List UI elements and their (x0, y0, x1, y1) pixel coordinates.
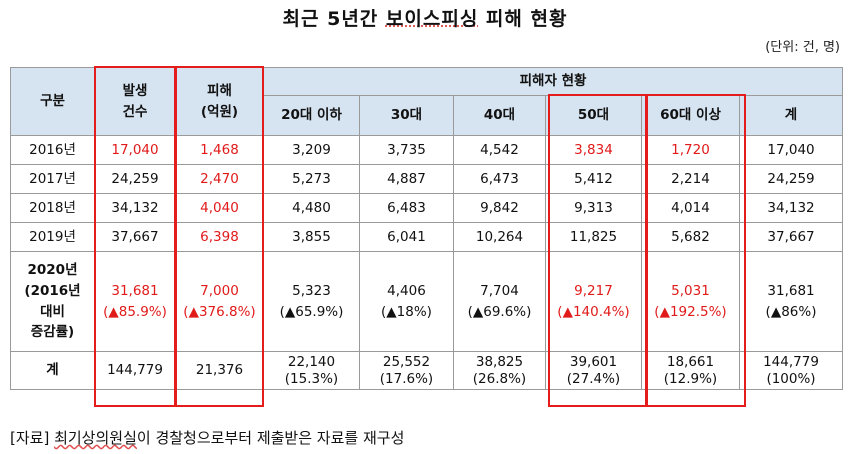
age-cell: 31,681 (▲86%) (738, 251, 844, 352)
header-category: 구분 (10, 67, 95, 136)
age-cell: 3,735 (359, 135, 454, 165)
row-label: 2016년 (10, 135, 95, 165)
row-label: 2019년 (10, 222, 95, 252)
page-title: 최근 5년간 보이스피싱 피해 현황 (282, 8, 568, 30)
age-cell: 144,779 (100%) (738, 351, 844, 390)
table-row-2019: 2019년 37,667 6,398 3,855 6,041 10,264 11… (10, 222, 844, 252)
cases-cell: 144,779 (94, 351, 176, 390)
damage-cell: 7,000 (▲376.8%) (175, 251, 264, 352)
age-cell: 3,834 (545, 135, 642, 165)
age-cell: 4,406 (▲18%) (359, 251, 454, 352)
age-cell: 4,480 (263, 193, 360, 223)
row-label: 2018년 (10, 193, 95, 223)
age-cell: 24,259 (738, 164, 844, 194)
cases-cell: 37,667 (94, 222, 176, 252)
header-age-40s: 40대 (453, 95, 546, 136)
age-cell: 34,132 (738, 193, 844, 223)
unit-label: (단위: 건, 명) (765, 40, 840, 55)
row-label-2020: 2020년 (2016년 대비 증감률) (10, 251, 95, 352)
age-cell: 6,041 (359, 222, 454, 252)
header-age-total: 계 (738, 95, 844, 136)
age-cell: 3,855 (263, 222, 360, 252)
age-cell: 10,264 (453, 222, 546, 252)
table-row-2020: 2020년 (2016년 대비 증감률) 31,681 (▲85.9%) 7,00… (10, 251, 844, 352)
header-age-50s: 50대 (545, 95, 642, 136)
age-cell: 9,217 (▲140.4%) (545, 251, 642, 352)
table-row-2017: 2017년 24,259 2,470 5,273 4,887 6,473 5,4… (10, 164, 844, 194)
damage-cell: 2,470 (175, 164, 264, 194)
cases-cell: 17,040 (94, 135, 176, 165)
cases-cell: 24,259 (94, 164, 176, 194)
header-age-30s: 30대 (359, 95, 454, 136)
header-age-20s-under: 20대 이하 (263, 95, 360, 136)
age-cell: 9,842 (453, 193, 546, 223)
damage-cell: 6,398 (175, 222, 264, 252)
age-cell: 4,887 (359, 164, 454, 194)
age-cell: 37,667 (738, 222, 844, 252)
age-cell: 5,323 (▲65.9%) (263, 251, 360, 352)
damage-cell: 21,376 (175, 351, 264, 390)
age-cell: 3,209 (263, 135, 360, 165)
age-cell: 39,601 (27.4%) (545, 351, 642, 390)
voice-phishing-table: 구분 발생 건수 피해 (억원) 피해자 현황 20대 이하 30대 40대 50대… (10, 67, 844, 390)
cases-cell: 34,132 (94, 193, 176, 223)
age-cell: 2,214 (641, 164, 740, 194)
header-damage: 피해 (억원) (175, 67, 264, 136)
age-cell: 11,825 (545, 222, 642, 252)
age-cell: 18,661 (12.9%) (641, 351, 740, 390)
age-cell: 5,682 (641, 222, 740, 252)
age-cell: 6,483 (359, 193, 454, 223)
header-victims: 피해자 현황 (262, 67, 844, 96)
age-cell: 4,542 (453, 135, 546, 165)
age-cell: 25,552 (17.6%) (359, 351, 454, 390)
damage-cell: 1,468 (175, 135, 264, 165)
damage-cell: 4,040 (175, 193, 264, 223)
source-note: [자료] 최기상의원실이 경찰청으로부터 제출받은 자료를 재구성 (10, 429, 405, 447)
age-cell: 1,720 (641, 135, 740, 165)
row-label: 2017년 (10, 164, 95, 194)
age-cell: 5,412 (545, 164, 642, 194)
age-cell: 9,313 (545, 193, 642, 223)
row-label-total: 계 (10, 351, 95, 390)
header-cases: 발생 건수 (94, 67, 176, 136)
age-cell: 22,140 (15.3%) (263, 351, 360, 390)
age-cell: 17,040 (738, 135, 844, 165)
header-age-60s-over: 60대 이상 (641, 95, 740, 136)
age-cell: 38,825 (26.8%) (453, 351, 546, 390)
age-cell: 5,273 (263, 164, 360, 194)
cases-cell: 31,681 (▲85.9%) (94, 251, 176, 352)
age-cell: 6,473 (453, 164, 546, 194)
table-row-2016: 2016년 17,040 1,468 3,209 3,735 4,542 3,8… (10, 135, 844, 165)
table-row-2018: 2018년 34,132 4,040 4,480 6,483 9,842 9,3… (10, 193, 844, 223)
age-cell: 4,014 (641, 193, 740, 223)
age-cell: 7,704 (▲69.6%) (453, 251, 546, 352)
age-cell: 5,031 (▲192.5%) (641, 251, 740, 352)
table-row-total: 계 144,779 21,376 22,140 (15.3%) 25,552 (17… (10, 351, 844, 390)
